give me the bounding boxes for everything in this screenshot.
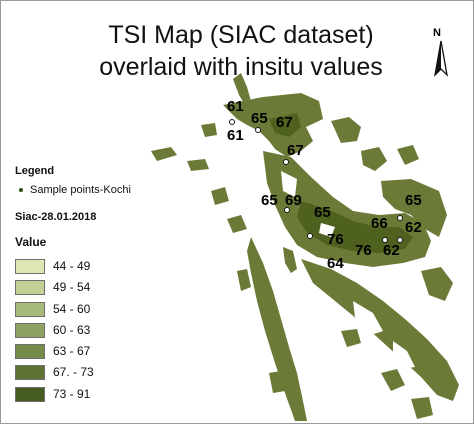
island-4: [393, 341, 415, 369]
insitu-value-label: 69: [285, 192, 302, 209]
map-title-line-1: TSI Map (SIAC dataset): [108, 21, 374, 49]
legend-class-row: 73 - 91: [15, 385, 90, 403]
insitu-value-label: 65: [261, 192, 278, 209]
patch-east-4: [421, 267, 453, 301]
patch-east-1: [331, 117, 361, 143]
insitu-value-label: 76: [327, 231, 344, 248]
legend-class-label: 67. - 73: [53, 365, 94, 379]
legend-class-swatch: [15, 343, 45, 359]
legend-class-swatch: [15, 301, 45, 317]
patch-sw-1: [269, 371, 285, 393]
insitu-value-label: 76: [355, 242, 372, 259]
map-title-line-2: overlaid with insitu values: [99, 53, 383, 81]
legend-class-label: 73 - 91: [53, 387, 91, 401]
island-3: [353, 301, 383, 335]
patch-east-3: [397, 145, 419, 165]
legend-sample-points: Sample points-Kochi: [15, 184, 131, 196]
patch-sw-2: [341, 329, 361, 347]
patch-west-2: [227, 215, 247, 233]
sample-point-marker: [255, 127, 261, 133]
island-2: [319, 223, 335, 237]
legend-layer-name: Siac-28.01.2018: [15, 211, 97, 223]
insitu-value-label: 65: [314, 204, 331, 221]
legend-heading: Legend: [15, 165, 55, 177]
north-arrow-icon: [434, 40, 448, 77]
sample-point-marker: [307, 233, 313, 239]
sample-point-icon: [19, 188, 23, 192]
sample-point-marker: [397, 237, 403, 243]
insitu-value-label: 61: [227, 127, 244, 144]
legend-class-swatch: [15, 322, 45, 338]
backwater-east: [381, 179, 447, 237]
legend-sample-points-label: Sample points-Kochi: [30, 184, 131, 196]
channel-southwest: [283, 247, 297, 273]
channel-core-north: [269, 113, 301, 137]
insitu-value-label: 62: [405, 219, 422, 236]
legend-class-swatch: [15, 279, 45, 295]
sample-point-marker: [397, 215, 403, 221]
insitu-value-label: 67: [276, 114, 293, 131]
legend-class-swatch: [15, 364, 45, 380]
insitu-value-label: 67: [287, 142, 304, 159]
legend-class-swatch: [15, 258, 45, 274]
channel-north: [233, 73, 251, 105]
insitu-value-label: 65: [405, 192, 422, 209]
legend-class-label: 60 - 63: [53, 323, 91, 337]
legend-class-row: 60 - 63: [15, 321, 90, 339]
coastal-strip: [247, 237, 307, 421]
north-arrow-label: N: [433, 27, 441, 39]
patch-nw-1: [151, 147, 177, 161]
patch-nw-2: [187, 159, 209, 171]
patch-sw-3: [381, 369, 405, 391]
patch-west-3: [237, 269, 251, 291]
patch-east-2: [361, 147, 387, 171]
legend-field-name: Value: [15, 235, 47, 249]
patch-nw-3: [201, 123, 217, 137]
patch-sw-4: [411, 397, 433, 419]
legend-class-row: 67. - 73: [15, 363, 94, 381]
sample-point-marker: [284, 207, 290, 213]
legend-class-label: 63 - 67: [53, 344, 91, 358]
patch-west-1: [211, 187, 229, 205]
sample-point-marker: [283, 159, 289, 165]
insitu-value-label: 65: [251, 110, 268, 127]
insitu-value-label: 61: [227, 98, 244, 115]
legend-class-label: 54 - 60: [53, 302, 91, 316]
island-1: [281, 171, 297, 197]
insitu-value-label: 66: [371, 215, 388, 232]
insitu-value-label: 62: [383, 242, 400, 259]
sample-point-marker: [229, 119, 235, 125]
legend-class-row: 54 - 60: [15, 300, 90, 318]
legend-class-row: 63 - 67: [15, 342, 90, 360]
legend-class-label: 49 - 54: [53, 280, 91, 294]
legend-class-row: 44 - 49: [15, 257, 90, 275]
legend-class-row: 49 - 54: [15, 278, 90, 296]
insitu-value-label: 64: [327, 255, 344, 272]
legend-class-label: 44 - 49: [53, 259, 91, 273]
legend-class-swatch: [15, 386, 45, 402]
sample-point-marker: [382, 237, 388, 243]
